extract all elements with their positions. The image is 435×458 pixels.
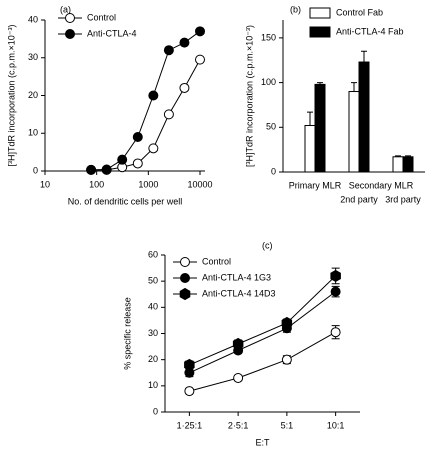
y-tick-label: 0 [271,166,276,176]
bar [358,61,370,173]
data-point [101,164,112,175]
legend-label: Anti-CTLA-4 Fab [336,26,404,36]
legend-swatch [309,7,331,19]
bar [402,156,414,173]
data-point [132,132,143,143]
data-point [184,358,195,371]
y-tick-label: 0 [33,165,38,175]
series-line [189,331,336,392]
x-tick-label: 10:1 [327,420,345,430]
series-line [91,59,201,171]
y-tick-label: 30 [28,52,38,62]
bar [348,91,360,173]
data-point [330,286,341,297]
x-tick-label: 3rd party [385,194,421,204]
x-tick-label: 1000 [138,179,158,189]
x-axis-label: No. of dendritic cells per well [68,196,183,206]
y-tick-label: 40 [148,302,158,312]
y-tick-label: 150 [261,32,276,42]
data-point [163,45,174,56]
data-point [163,109,174,120]
data-point [233,372,244,383]
x-tick-label: 1·25:1 [177,420,203,430]
data-point [179,82,190,93]
y-axis-label: [³H]TdR incorporation (c.p.m.×10⁻³) [6,24,16,166]
legend-marker [180,273,190,283]
x-tick-label: 2nd party [340,194,378,204]
bar [314,83,326,173]
legend-marker [65,29,75,39]
y-tick-label: 50 [148,276,158,286]
x-tick-label: 10000 [187,179,212,189]
panel-label: (c) [262,240,273,250]
y-tick-label: 60 [148,249,158,259]
y-axis-label: [³H]TdR incorporation (c.p.m.×10⁻³) [244,25,254,167]
x-tick-label: 2·5:1 [228,420,249,430]
panel-label: (b) [290,4,301,14]
legend-marker [180,257,190,267]
data-point [86,164,97,175]
data-point [117,154,128,165]
y-tick-label: 0 [153,406,158,416]
legend-label: Control [202,256,231,266]
data-point [232,337,244,351]
y-tick-label: 10 [148,380,158,390]
legend-swatch [309,26,331,38]
series-line [91,30,201,171]
data-point [184,386,195,397]
y-tick-label: 40 [28,14,38,24]
group-label: Secondary MLR [349,180,414,190]
y-tick-label: 100 [261,77,276,87]
data-point [132,158,143,169]
y-axis-label: % specific release [122,297,132,370]
legend-label: Anti-CTLA-4 [87,28,137,38]
legend-label: Control Fab [336,7,383,17]
data-point [179,37,190,48]
x-tick-label: Primary MLR [289,180,342,190]
legend-marker [65,13,75,23]
y-tick-label: 30 [148,328,158,338]
data-point [330,327,341,338]
series-line [189,275,336,366]
series-line [189,291,336,374]
data-point [330,269,341,282]
x-tick-label: 10 [40,179,50,189]
legend-label: Control [87,12,116,22]
legend-marker [179,287,191,301]
legend-label: Anti-CTLA-4 14D3 [202,288,276,298]
x-axis-label: E:T [255,437,270,447]
data-point [148,90,159,101]
x-tick-label: 5:1 [281,420,294,430]
bar [392,156,404,173]
y-tick-label: 20 [148,354,158,364]
panel-label: (a) [60,4,71,14]
legend-label: Anti-CTLA-4 1G3 [202,272,271,282]
data-point [281,316,293,330]
y-tick-label: 10 [28,128,38,138]
data-point [195,26,205,37]
data-point [148,143,159,154]
data-point [281,354,292,365]
data-point [195,54,205,65]
y-tick-label: 50 [266,122,276,132]
y-tick-label: 20 [28,90,38,100]
x-tick-label: 100 [89,179,104,189]
bar [304,125,316,173]
